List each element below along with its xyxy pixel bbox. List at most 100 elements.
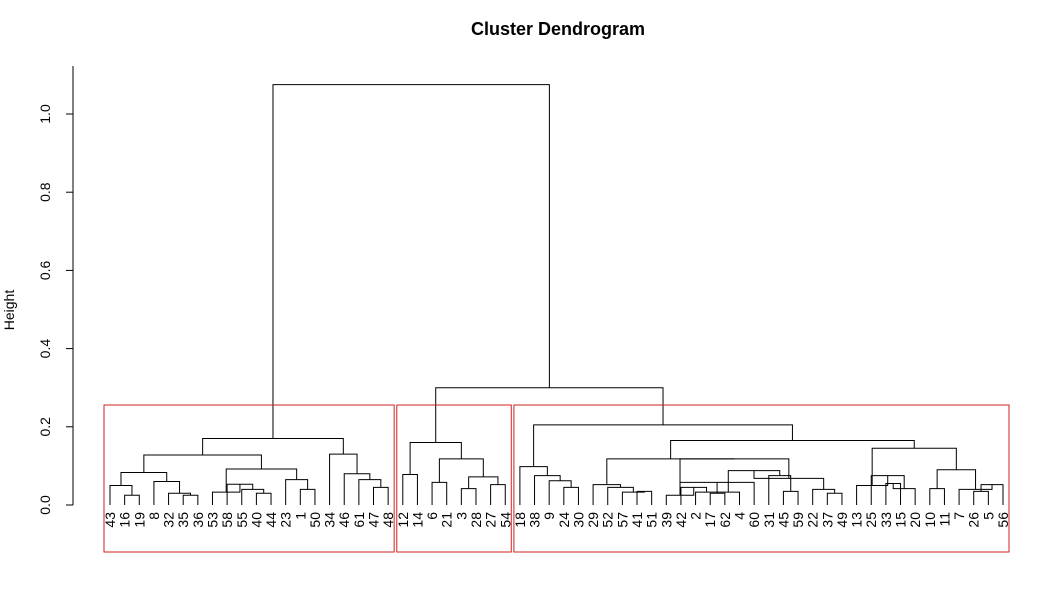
leaf-label: 1: [292, 512, 308, 520]
leaf-label: 61: [351, 512, 367, 528]
leaf-label: 5: [980, 512, 996, 520]
dendrogram-link: [519, 466, 548, 505]
dendrogram-link: [373, 486, 389, 505]
dendrogram-link: [621, 491, 645, 505]
leaf-label: 6: [424, 512, 440, 520]
leaf-label: 15: [893, 512, 909, 528]
leaf-label: 38: [527, 512, 543, 528]
leaf-label: 23: [278, 512, 294, 528]
dendrogram-link: [255, 492, 272, 505]
dendrogram-link: [431, 481, 448, 505]
leaf-label: 47: [366, 512, 382, 528]
leaf-label: 19: [131, 512, 147, 528]
leaf-label: 41: [629, 512, 645, 528]
leaf-label: 35: [175, 512, 191, 528]
leaf-label: 22: [805, 512, 821, 528]
leaf-label: 42: [673, 512, 689, 528]
leaf-label: 3: [453, 512, 469, 520]
leaf-labels: 4316198323536535855404423150344661474812…: [102, 512, 1011, 528]
leaf-label: 25: [863, 512, 879, 528]
y-tick-label: 0.0: [37, 495, 53, 515]
dendrogram-link: [636, 490, 653, 505]
leaf-label: 53: [204, 512, 220, 528]
dendrogram-link: [929, 488, 945, 505]
y-axis-label: Height: [1, 290, 17, 331]
leaf-label: 9: [541, 512, 557, 520]
leaf-label: 51: [644, 512, 660, 528]
dendrogram-link: [202, 438, 344, 455]
leaf-label: 58: [219, 512, 235, 528]
leaf-label: 16: [117, 512, 133, 528]
leaf-label: 56: [995, 512, 1011, 528]
dendrogram-link: [607, 486, 634, 505]
dendrogram-link: [768, 475, 792, 505]
dendrogram-link: [358, 479, 382, 505]
cluster-box: [396, 404, 512, 553]
leaf-label: 62: [717, 512, 733, 528]
y-tick-label: 0.4: [37, 339, 53, 359]
y-tick-label: 1.0: [37, 104, 53, 124]
dendrogram-link: [563, 486, 579, 505]
leaf-label: 59: [790, 512, 806, 528]
leaf-label: 57: [614, 512, 630, 528]
dendrogram-link: [695, 491, 719, 505]
dendrogram-link: [973, 490, 989, 505]
y-tick-label: 0.8: [37, 182, 53, 202]
dendrogram-links: [109, 84, 1004, 505]
leaf-label: 40: [248, 512, 264, 528]
dendrogram-link: [679, 458, 790, 496]
leaf-label: 45: [775, 512, 791, 528]
cluster-box: [103, 404, 395, 553]
dendrogram-link: [670, 439, 915, 459]
dendrogram-link: [241, 488, 265, 505]
dendrogram-link: [435, 387, 664, 443]
leaf-label: 20: [907, 512, 923, 528]
leaf-label: 30: [570, 512, 586, 528]
leaf-label: 31: [761, 512, 777, 528]
leaf-label: 46: [336, 512, 352, 528]
dendrogram-link: [285, 479, 309, 505]
dendrogram-link: [460, 488, 477, 505]
dendrogram-link: [936, 469, 977, 490]
chart-title: Cluster Dendrogram: [471, 19, 645, 39]
dendrogram-link: [343, 473, 371, 505]
leaf-label: 50: [307, 512, 323, 528]
cluster-box: [513, 404, 1010, 553]
leaf-label: 12: [395, 512, 411, 528]
leaf-label: 49: [834, 512, 850, 528]
dendrogram-link: [782, 490, 799, 505]
leaf-label: 54: [497, 512, 513, 528]
leaf-label: 27: [483, 512, 499, 528]
y-tick-label: 0.2: [37, 417, 53, 437]
leaf-label: 26: [966, 512, 982, 528]
leaf-label: 28: [468, 512, 484, 528]
leaf-label: 60: [746, 512, 762, 528]
leaf-label: 10: [922, 512, 938, 528]
dendrogram-link: [329, 453, 358, 505]
leaf-label: 21: [439, 512, 455, 528]
dendrogram-link: [468, 476, 499, 489]
dendrogram-link: [143, 454, 262, 473]
y-tick-label: 0.6: [37, 260, 53, 280]
dendrogram-link: [490, 484, 506, 505]
leaf-label: 44: [263, 512, 279, 528]
leaf-label: 34: [322, 512, 338, 528]
leaf-label: 39: [658, 512, 674, 528]
dendrogram-link: [548, 480, 572, 505]
dendrogram-link: [120, 472, 168, 486]
dendrogram-link: [533, 424, 793, 467]
y-axis: 0.0 0.2 0.4 0.6 0.8 1.0: [37, 66, 74, 515]
leaf-label: 29: [585, 512, 601, 528]
leaf-label: 43: [102, 512, 118, 528]
dendrogram-link: [124, 494, 140, 505]
dendrogram-link: [606, 458, 735, 485]
leaf-label: 13: [849, 512, 865, 528]
leaf-label: 32: [161, 512, 177, 528]
dendrogram-link: [182, 494, 199, 505]
leaf-label: 14: [409, 512, 425, 528]
dendrogram-link: [402, 474, 418, 505]
leaf-label: 11: [936, 512, 952, 527]
dendrogram-link: [826, 492, 843, 505]
dendrogram-link: [534, 475, 561, 505]
